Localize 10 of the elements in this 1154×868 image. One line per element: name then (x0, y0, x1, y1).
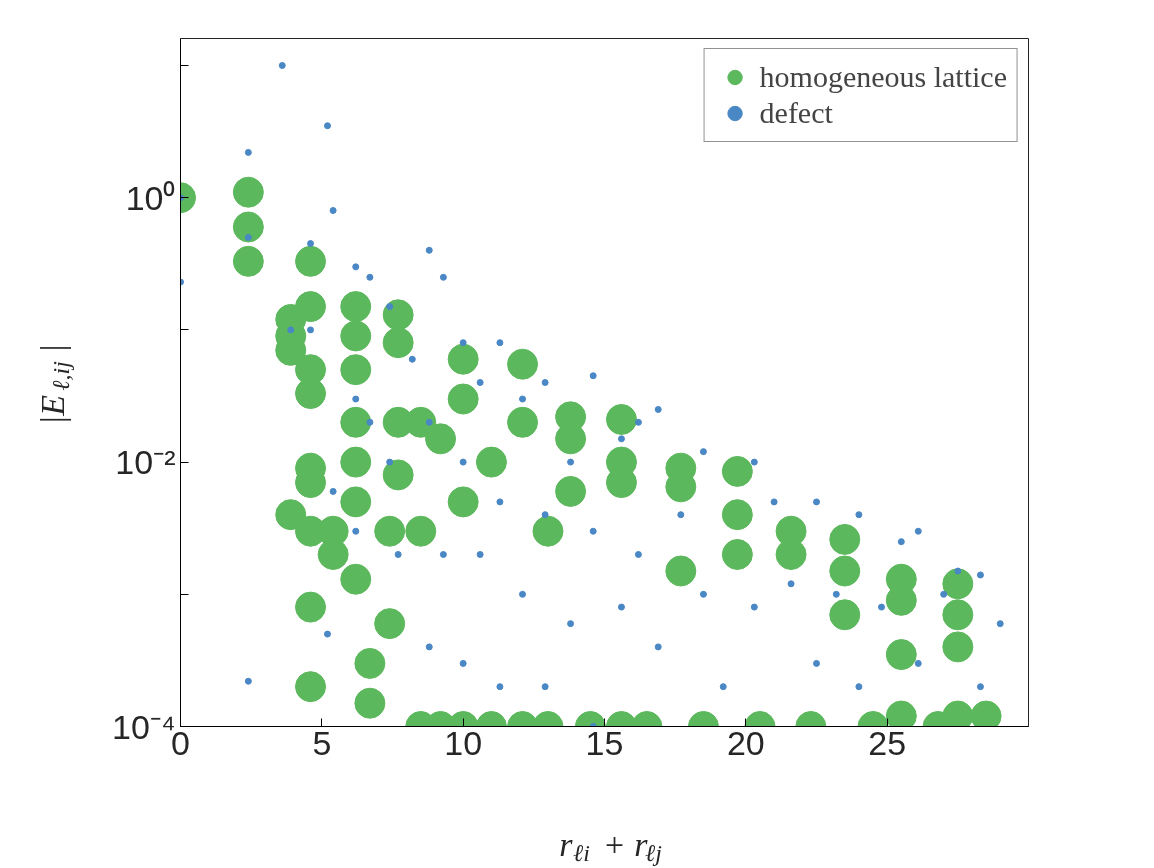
x-tick-label: 20 (726, 723, 765, 762)
x-tick-label: 25 (868, 723, 907, 762)
y-axis-title: |Eℓ,ij| (34, 343, 74, 426)
x-tick-label: 15 (585, 723, 624, 762)
y-tick-label: 10⁰ (125, 178, 176, 217)
legend-label: defect (759, 96, 833, 130)
legend-label: homogeneous lattice (759, 60, 1007, 94)
x-tick-label: 10 (444, 723, 483, 762)
x-tick-label: 5 (312, 723, 332, 762)
y-tick-label: 10⁻² (115, 443, 176, 482)
